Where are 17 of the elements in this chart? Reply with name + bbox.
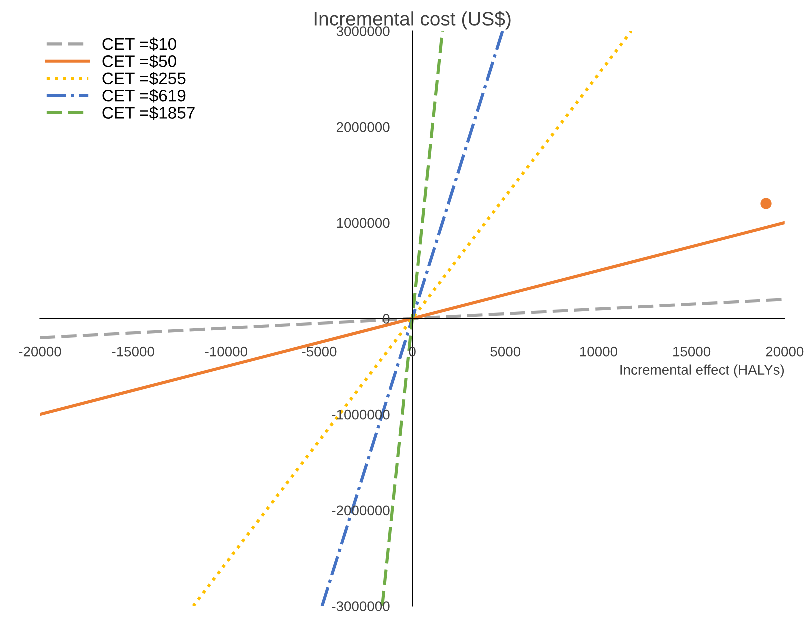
x-tick-label: 5000 [490,346,521,357]
x-tick-label: 15000 [674,346,711,357]
y-tick-label: -3000000 [332,602,390,612]
x-tick-label: -5000 [302,346,337,357]
legend-label: CET =$255 [102,72,186,86]
legend-label: CET =$50 [102,54,176,68]
y-tick-label: 1000000 [337,218,390,228]
legend-label: CET =$619 [102,89,186,103]
x-tick-label: 10000 [580,346,618,357]
y-tick-label: 2000000 [336,122,390,132]
legend-label: CET =$10 [102,38,176,52]
x-axis-title: Incremental effect (HALYs) [620,364,784,378]
x-tick-label: -10000 [205,346,248,357]
x-tick-label: -15000 [112,346,154,357]
x-tick-label: -20000 [19,346,62,357]
x-tick-label: 20000 [766,346,804,357]
legend-label: CET =$1857 [102,106,195,120]
